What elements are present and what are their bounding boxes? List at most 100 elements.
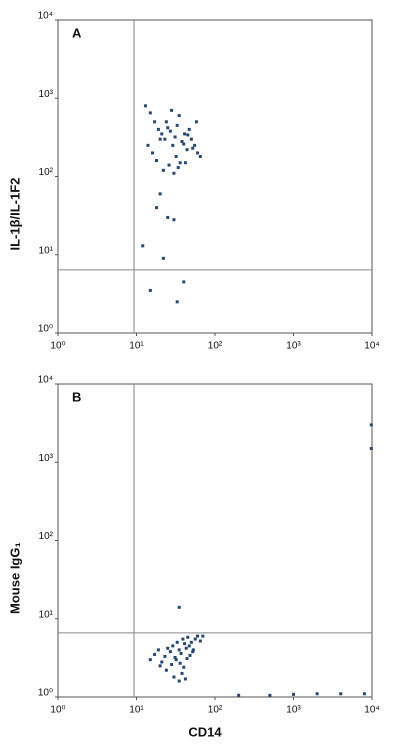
point bbox=[191, 146, 195, 150]
panel-label: A bbox=[72, 25, 82, 40]
x-tick-label: 10¹ bbox=[129, 705, 144, 716]
y-tick-label: 10³ bbox=[39, 453, 54, 464]
point bbox=[315, 692, 319, 696]
point bbox=[369, 446, 373, 450]
point bbox=[155, 206, 159, 210]
point bbox=[193, 143, 197, 147]
point bbox=[172, 675, 176, 679]
point bbox=[369, 423, 373, 427]
point bbox=[177, 679, 181, 683]
point bbox=[179, 651, 183, 655]
point bbox=[177, 114, 181, 118]
y-tick-label: 10³ bbox=[39, 89, 54, 100]
point bbox=[182, 280, 186, 284]
point bbox=[191, 648, 195, 652]
point bbox=[362, 692, 366, 696]
point bbox=[183, 642, 187, 646]
point bbox=[166, 215, 170, 219]
y-tick-label: 10⁴ bbox=[38, 375, 53, 386]
point bbox=[171, 143, 175, 147]
panel-label: B bbox=[72, 389, 81, 404]
point bbox=[178, 661, 182, 665]
x-tick-label: 10² bbox=[208, 705, 223, 716]
point bbox=[141, 244, 145, 248]
point bbox=[174, 155, 178, 159]
point bbox=[158, 664, 162, 668]
point bbox=[184, 646, 188, 650]
point bbox=[194, 120, 198, 124]
point bbox=[201, 634, 205, 638]
point bbox=[153, 120, 157, 124]
point bbox=[268, 693, 272, 697]
y-tick-label: 10⁰ bbox=[38, 688, 53, 699]
point bbox=[155, 159, 159, 163]
x-tick-label: 10⁴ bbox=[364, 341, 379, 352]
point bbox=[171, 644, 175, 648]
point bbox=[175, 640, 179, 644]
point bbox=[158, 137, 162, 141]
x-tick-label: 10² bbox=[208, 341, 223, 352]
y-axis-label: Mouse IgG₁ bbox=[7, 542, 22, 614]
point bbox=[180, 140, 184, 144]
point bbox=[183, 132, 187, 136]
point bbox=[186, 635, 190, 639]
point bbox=[156, 648, 160, 652]
point bbox=[173, 655, 177, 659]
point bbox=[182, 665, 186, 669]
point bbox=[168, 650, 172, 654]
point bbox=[146, 143, 150, 147]
point bbox=[168, 129, 172, 133]
point bbox=[175, 300, 179, 304]
point bbox=[177, 605, 181, 609]
point bbox=[163, 137, 167, 141]
point bbox=[193, 637, 197, 641]
point bbox=[151, 151, 155, 155]
point bbox=[178, 161, 182, 165]
y-tick-label: 10⁴ bbox=[38, 11, 53, 22]
point bbox=[185, 148, 189, 152]
point bbox=[177, 648, 181, 652]
x-tick-label: 10³ bbox=[286, 705, 301, 716]
plot-frame bbox=[57, 19, 373, 334]
point bbox=[173, 135, 177, 139]
x-tick-label: 10⁰ bbox=[50, 705, 65, 716]
point bbox=[198, 155, 202, 159]
point bbox=[160, 132, 164, 136]
x-tick-label: 10⁴ bbox=[364, 705, 379, 716]
x-tick-label: 10⁰ bbox=[50, 341, 65, 352]
point bbox=[180, 671, 184, 675]
point bbox=[292, 692, 295, 696]
point bbox=[174, 658, 178, 662]
point bbox=[198, 639, 202, 643]
x-tick-label: 10³ bbox=[286, 341, 301, 352]
plot-frame bbox=[57, 383, 373, 698]
point bbox=[181, 637, 185, 641]
y-tick-label: 10² bbox=[39, 167, 54, 178]
point bbox=[156, 127, 160, 131]
point bbox=[158, 192, 162, 196]
point bbox=[153, 652, 157, 656]
x-axis-label: CD14 bbox=[188, 724, 222, 739]
point bbox=[191, 650, 195, 654]
point bbox=[148, 658, 152, 662]
y-tick-label: 10¹ bbox=[39, 245, 54, 256]
y-axis-label: IL-1β/IL-1F2 bbox=[7, 178, 22, 251]
point bbox=[189, 640, 193, 644]
point bbox=[161, 256, 165, 260]
point bbox=[196, 634, 200, 638]
point bbox=[164, 120, 168, 124]
point bbox=[172, 218, 176, 222]
x-tick-label: 10¹ bbox=[129, 341, 144, 352]
point bbox=[148, 288, 152, 292]
point bbox=[166, 646, 170, 650]
point bbox=[182, 142, 186, 146]
point bbox=[163, 654, 167, 658]
point bbox=[176, 166, 180, 170]
point bbox=[143, 104, 147, 108]
y-tick-label: 10¹ bbox=[39, 609, 54, 620]
point bbox=[148, 111, 152, 115]
point bbox=[189, 137, 193, 141]
point bbox=[170, 108, 174, 112]
point bbox=[186, 133, 190, 137]
